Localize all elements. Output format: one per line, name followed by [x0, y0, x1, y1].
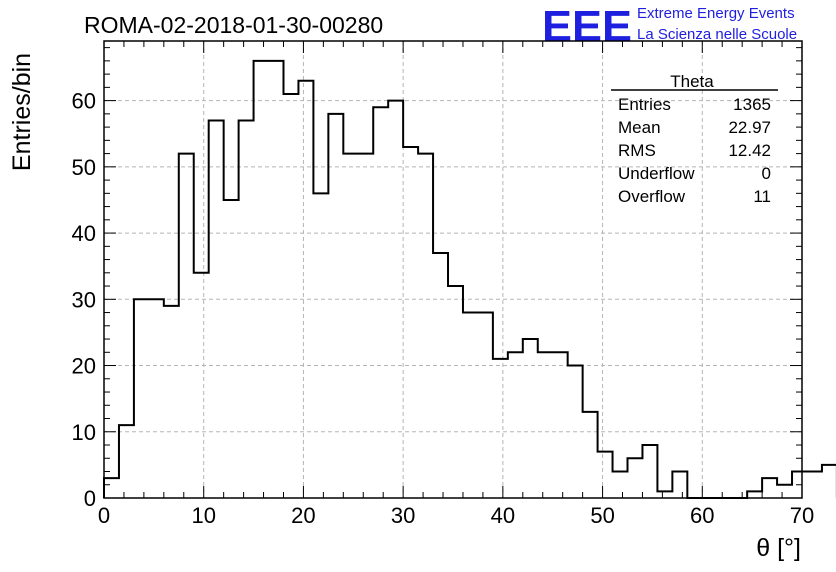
stats-value: 0 — [762, 164, 771, 183]
y-tick-label: 40 — [72, 221, 96, 246]
stats-label: Entries — [618, 95, 671, 114]
y-tick-label: 50 — [72, 155, 96, 180]
y-tick-label: 20 — [72, 354, 96, 379]
stats-title: Theta — [670, 72, 714, 91]
y-tick-label: 0 — [84, 486, 96, 511]
stats-label: Overflow — [618, 187, 686, 206]
stats-value: 11 — [753, 187, 771, 206]
stats-value: 1365 — [733, 95, 771, 114]
plot-frame — [103, 40, 803, 499]
x-tick-label: 70 — [790, 503, 814, 528]
eee-logo: EEE Extreme Energy Events La Scienza nel… — [542, 2, 797, 51]
y-tick-label: 60 — [72, 89, 96, 114]
grid-lines — [104, 41, 802, 498]
y-tick-label: 10 — [72, 420, 96, 445]
y-axis-label: Entries/bin — [8, 53, 36, 171]
eee-logo-line2: La Scienza nelle Scuole — [637, 26, 797, 43]
x-tick-label: 60 — [690, 503, 714, 528]
stats-value: 22.97 — [728, 118, 771, 137]
x-tick-label: 40 — [491, 503, 515, 528]
x-tick-label: 10 — [191, 503, 215, 528]
run-title: ROMA-02-2018-01-30-00280 — [84, 12, 383, 38]
stats-box: Theta Entries 1365 Mean 22.97 RMS 12.42 Underf… — [611, 72, 778, 206]
x-tick-label: 0 — [98, 503, 110, 528]
x-axis-label: θ [°] — [756, 534, 801, 562]
stats-value: 12.42 — [728, 141, 771, 160]
eee-logo-line1: Extreme Energy Events — [637, 5, 795, 22]
eee-logo-mark: EEE — [542, 2, 632, 51]
axes: 0 10 20 30 40 50 60 70 0 10 20 30 40 50 60 — [72, 40, 814, 528]
stats-rows: Entries 1365 Mean 22.97 RMS 12.42 Underflow 0 Ov… — [618, 95, 771, 206]
y-tick-label: 30 — [72, 287, 96, 312]
stats-label: Mean — [618, 118, 661, 137]
x-tick-label: 20 — [291, 503, 315, 528]
stats-label: RMS — [618, 141, 656, 160]
x-tick-label: 50 — [590, 503, 614, 528]
stats-label: Underflow — [618, 164, 695, 183]
histogram-line — [103, 59, 836, 499]
x-tick-label: 30 — [391, 503, 415, 528]
